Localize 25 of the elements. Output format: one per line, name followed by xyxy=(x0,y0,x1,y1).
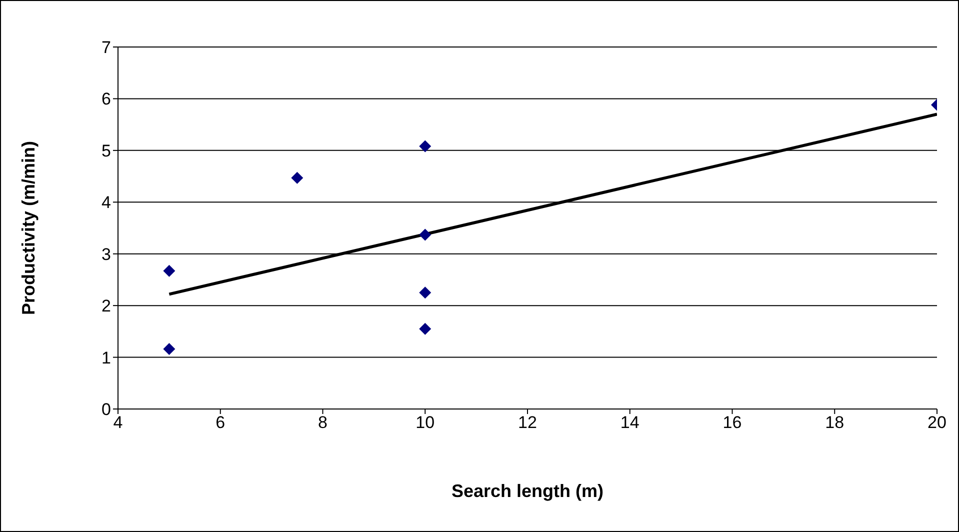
x-tick-label: 16 xyxy=(722,413,742,432)
y-tick-label: 7 xyxy=(102,38,111,58)
point xyxy=(419,322,432,335)
y-tick-label: 1 xyxy=(102,348,111,368)
x-tick-label: 20 xyxy=(928,413,946,432)
x-tick-label: 6 xyxy=(216,413,226,432)
point xyxy=(291,172,304,184)
x-tick-label: 12 xyxy=(518,413,537,432)
x-axis-title: Search length (m) xyxy=(450,481,605,502)
y-tick-label: 4 xyxy=(102,193,111,212)
y-axis-title: Productivity (m/min) xyxy=(18,140,40,316)
point xyxy=(419,286,432,299)
y-tick-label: 0 xyxy=(102,400,111,420)
y-tick-label: 6 xyxy=(102,90,111,109)
point xyxy=(419,228,432,241)
y-tick-label: 2 xyxy=(102,296,111,316)
point xyxy=(419,140,432,152)
point xyxy=(163,264,176,277)
point xyxy=(163,343,176,356)
x-tick-label: 10 xyxy=(416,413,435,432)
y-tick-label: 5 xyxy=(102,141,111,160)
x-tick-label: 18 xyxy=(825,413,844,432)
x-tick-label: 14 xyxy=(620,413,640,432)
y-tick-label: 3 xyxy=(102,244,111,264)
x-tick-label: 8 xyxy=(318,413,328,432)
